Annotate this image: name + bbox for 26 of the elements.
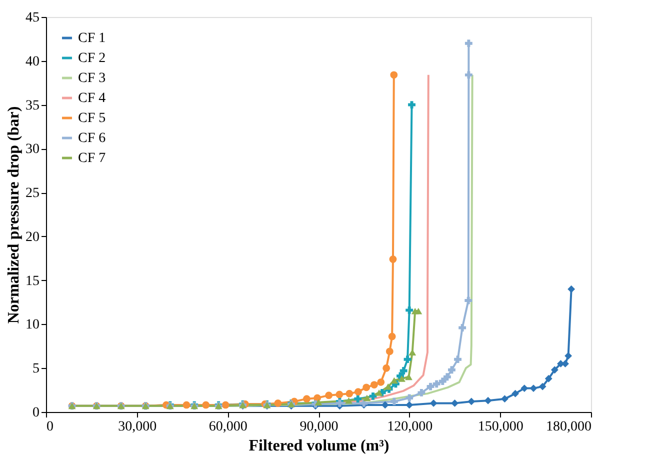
y-tick-label: 30 [26, 142, 40, 158]
legend-label: CF 6 [78, 131, 106, 146]
legend-label: CF 4 [78, 91, 106, 106]
legend-label: CF 7 [78, 151, 106, 166]
x-tick-label: 90,000 [300, 420, 338, 434]
legend-label: CF 3 [78, 71, 106, 86]
legend-label: CF 2 [78, 51, 106, 66]
x-tick-label: 60,000 [208, 420, 248, 434]
legend-label: CF 1 [78, 31, 106, 46]
y-tick-label: 20 [26, 230, 40, 245]
x-tick-label: 150,000 [478, 420, 524, 434]
x-tick-label: 180,000 [546, 420, 592, 434]
x-tick-label: 120,000 [387, 420, 433, 434]
y-tick-label: 35 [26, 98, 40, 114]
x-tick-label: 0 [46, 420, 54, 434]
x-axis-title: Filtered volume (m³) [248, 438, 390, 454]
legend-label: CF 5 [78, 111, 106, 126]
y-axis-title: Normalized pressure drop (bar) [6, 106, 22, 324]
x-tick-label: 30,000 [118, 420, 157, 434]
y-tick-label: 0 [32, 406, 40, 420]
y-tick-label: 25 [26, 186, 40, 202]
y-tick-label: 5 [32, 362, 40, 377]
y-tick-label: 45 [26, 10, 40, 26]
y-tick-label: 40 [26, 54, 40, 70]
y-tick-label: 10 [26, 318, 40, 333]
y-tick-label: 15 [26, 274, 40, 289]
